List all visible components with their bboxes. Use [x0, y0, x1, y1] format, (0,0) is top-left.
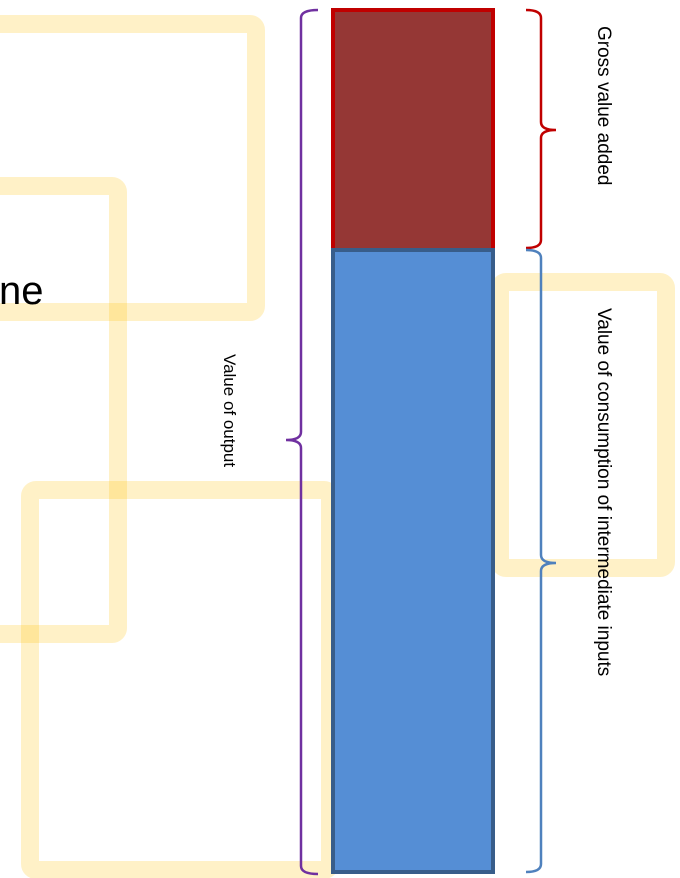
brace-value-of-output [285, 8, 319, 876]
label-gross-value-added: Gross value added [593, 26, 614, 186]
decor-frame-right [491, 273, 675, 577]
bar-segment-intermediate-inputs [331, 248, 495, 874]
decorative-frames [0, 15, 675, 878]
decor-frame-top [0, 15, 265, 321]
label-intermediate-inputs: Value of consumption of intermediate inp… [593, 308, 614, 676]
brace-gross-value-added [525, 8, 557, 250]
partial-title-text: ne [0, 269, 44, 313]
label-value-of-output: Value of output [220, 354, 239, 467]
decor-frame-bottom [21, 481, 339, 878]
decor-frame-middle [0, 177, 127, 643]
bar-segment-gross-value-added [331, 8, 495, 252]
brace-intermediate-inputs [525, 248, 557, 874]
